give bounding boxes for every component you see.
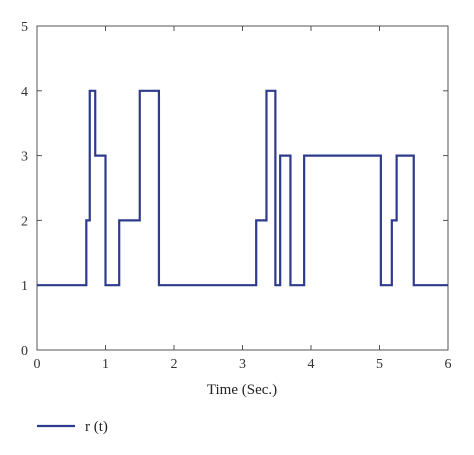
tick-layer: 0 1 2 3 4 5 6 0 1 2 3 4 5 <box>21 20 452 372</box>
x-tick-label: 3 <box>239 357 246 372</box>
plot-frame <box>36 25 449 351</box>
legend-label: r (t) <box>85 419 108 435</box>
plot-border <box>36 25 449 351</box>
y-tick-label: 0 <box>21 344 28 359</box>
y-tick-label: 4 <box>21 85 28 100</box>
y-tick-label: 5 <box>21 20 28 35</box>
x-tick-label: 1 <box>102 357 109 372</box>
series-line-0 <box>37 89 448 287</box>
x-tick-label: 5 <box>376 357 383 372</box>
x-tick-label: 4 <box>308 357 315 372</box>
x-tick-label: 2 <box>171 357 178 372</box>
x-tick-label: 0 <box>34 357 41 372</box>
y-tick-label: 3 <box>21 150 28 165</box>
series-layer <box>37 89 448 287</box>
legend: r (t) <box>37 419 108 435</box>
y-tick-label: 2 <box>21 214 28 229</box>
y-tick-label: 1 <box>21 279 28 294</box>
x-tick-label: 6 <box>445 357 452 372</box>
x-axis-label: Time (Sec.) <box>207 382 277 398</box>
